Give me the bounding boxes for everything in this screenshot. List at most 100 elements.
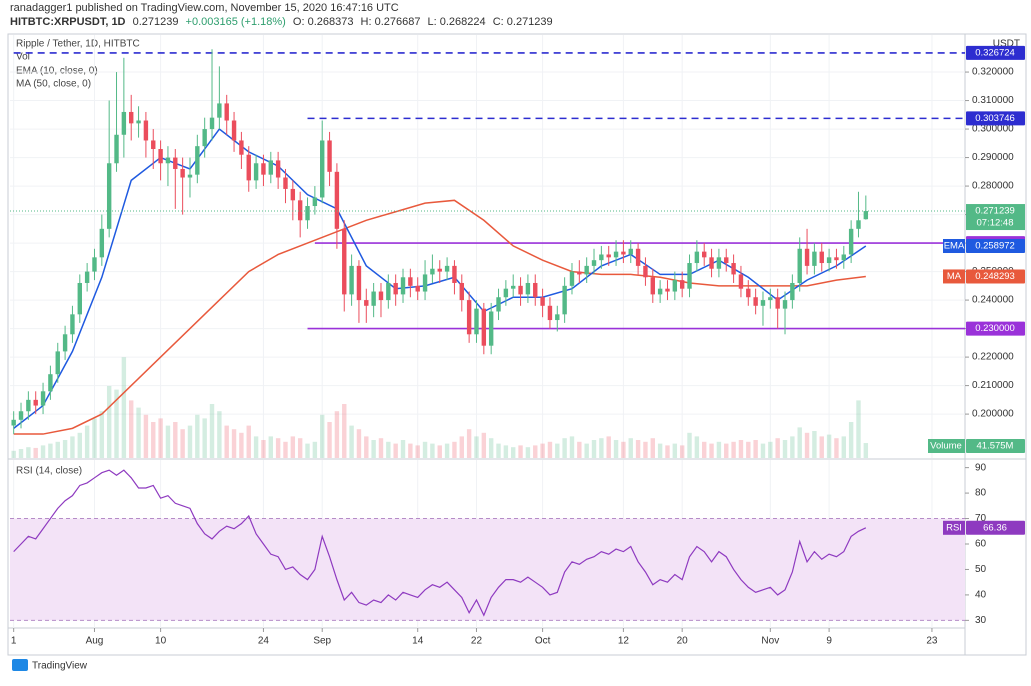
volume-bar [77, 432, 82, 458]
volume-bar [474, 436, 479, 458]
currency: USDT [993, 39, 1020, 50]
candle-body [863, 211, 869, 220]
candle-body [202, 129, 207, 147]
volume-bar [746, 441, 751, 458]
ohlc-close: C: 0.271239 [493, 16, 553, 28]
logo-icon [12, 659, 28, 671]
volume-bar [782, 440, 788, 458]
volume-bar [430, 443, 435, 458]
volume-bar [356, 429, 362, 458]
volume-bar [195, 414, 200, 458]
level-tag-box [966, 111, 1025, 126]
volume-bar [856, 400, 861, 458]
candle-body [555, 314, 560, 321]
candle-body [408, 277, 413, 286]
volume-bar [393, 443, 398, 458]
candle-body [746, 288, 751, 298]
volume-bar [496, 443, 501, 458]
volume-bar [533, 445, 538, 458]
volume-bar [92, 418, 97, 458]
candle-body [106, 163, 112, 229]
volume-bar [518, 445, 523, 458]
candle-body [672, 280, 678, 292]
candle-body [268, 160, 273, 175]
candle-body [400, 277, 406, 295]
volume-bar [231, 429, 237, 458]
volume-bar [84, 425, 90, 458]
rsi-tick-label: 60 [975, 539, 987, 550]
candle-body [621, 251, 626, 255]
candle-body [709, 257, 714, 269]
volume-bar [386, 441, 391, 458]
volume-bar [422, 441, 428, 458]
volume-bar [143, 414, 149, 458]
candle-body [261, 163, 266, 175]
volume-bar [775, 438, 780, 458]
y-tick-label: 0.210000 [972, 380, 1014, 391]
candle-body [679, 280, 685, 289]
candle-body [129, 111, 134, 124]
candle-body [349, 265, 354, 295]
x-tick-label: Aug [86, 636, 104, 647]
rsi-tick-label: 50 [975, 564, 987, 575]
volume-bar [70, 436, 75, 458]
candle-body [327, 140, 332, 172]
volume-bar [136, 407, 141, 458]
candle-body [11, 419, 16, 426]
candle-body [437, 268, 442, 272]
candle-body [812, 251, 817, 266]
candle-body [687, 263, 692, 289]
volume-tag-name-box [928, 439, 965, 453]
price-tag: 0.271239 [975, 206, 1015, 217]
volume-bar [297, 438, 303, 458]
volume-bar [327, 422, 332, 458]
volume-bar [760, 443, 766, 458]
candle-body [33, 399, 38, 406]
candle-body [716, 257, 722, 269]
candle-body [613, 251, 619, 258]
candle-body [386, 282, 391, 301]
rsi-band [10, 518, 965, 621]
rsi-tick-label: 90 [975, 462, 987, 473]
volume-bar [702, 441, 707, 458]
ma-legend: MA (50, close, 0) [16, 79, 91, 90]
ma-tag-name: MA [947, 271, 962, 282]
candle-body [569, 271, 575, 286]
price-change: +0.003165 (+1.18%) [186, 16, 286, 28]
candle-body [305, 206, 310, 221]
level-tag: 0.230000 [975, 323, 1015, 334]
volume-tag-name: Volume [930, 441, 962, 452]
candle-body [364, 300, 369, 306]
volume-bar [173, 422, 178, 458]
candle-body [635, 248, 641, 266]
candle-body [253, 163, 259, 181]
rsi-legend: RSI (14, close) [16, 466, 82, 477]
rsi-line [13, 469, 867, 617]
volume-bar [599, 438, 604, 458]
volume-bar [841, 436, 846, 458]
volume-legend: Vol [16, 52, 30, 63]
candle-body [342, 228, 347, 295]
volume-bar [268, 436, 273, 458]
volume-bar [540, 443, 545, 458]
candle-body [422, 274, 428, 292]
volume-bar [371, 440, 376, 458]
y-tick-label: 0.290000 [972, 152, 1014, 163]
candle-body [533, 282, 538, 298]
x-tick-label: 20 [677, 636, 689, 647]
candle-body [826, 257, 832, 264]
candle-body [430, 268, 435, 275]
volume-bar [466, 429, 472, 458]
candle-body [283, 177, 288, 189]
rsi-tick-label: 30 [975, 615, 987, 626]
footer-logo: TradingView [12, 659, 88, 672]
candle-body [290, 188, 296, 201]
ema-tag-name-box [943, 239, 965, 254]
rsi-tick-label: 40 [975, 590, 987, 601]
candle-body [540, 297, 545, 306]
y-tick-label: 0.220000 [972, 352, 1014, 363]
candle-body [356, 265, 362, 301]
candle-body [224, 103, 229, 121]
volume-bar [121, 357, 127, 458]
